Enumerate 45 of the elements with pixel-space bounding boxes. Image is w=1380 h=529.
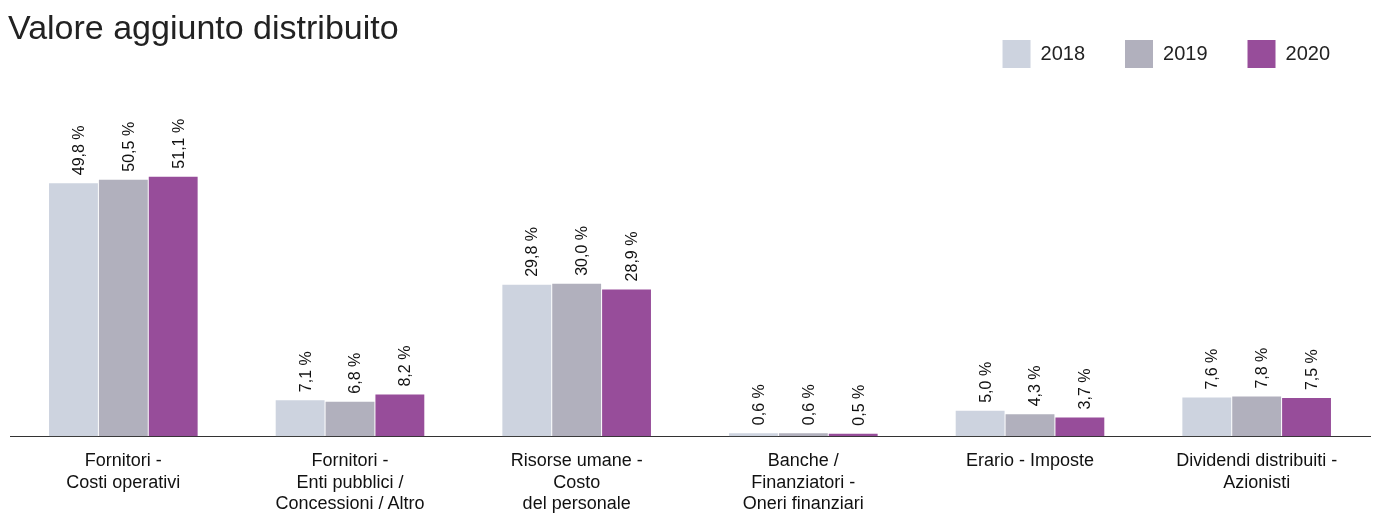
- bar: [375, 394, 425, 437]
- bar: [778, 433, 828, 437]
- bar: [1005, 414, 1055, 437]
- bar: [49, 183, 98, 437]
- bar: [148, 176, 198, 437]
- data-label: 5,0 %: [976, 361, 994, 403]
- bar: [552, 283, 602, 437]
- legend-label: 2019: [1163, 41, 1208, 64]
- bar: [325, 401, 375, 437]
- data-label: 30,0 %: [573, 226, 591, 276]
- data-label: 49,8 %: [69, 125, 87, 176]
- bar: [1282, 398, 1331, 437]
- data-label: 7,6 %: [1203, 348, 1221, 390]
- bar: [1055, 417, 1105, 437]
- legend-label: 2018: [1040, 41, 1086, 64]
- data-label: 50,5 %: [119, 121, 137, 172]
- bar: [729, 433, 778, 437]
- x-tick-label: Fornitori - Costi operativi: [66, 449, 181, 492]
- bar: [602, 289, 651, 437]
- data-label: 51,1 %: [169, 118, 187, 169]
- data-label: 29,8 %: [523, 227, 541, 277]
- data-label: 3,7 %: [1076, 368, 1094, 410]
- data-label: 7,8 %: [1253, 347, 1271, 389]
- legend-label: 2020: [1285, 41, 1331, 64]
- data-label: 6,8 %: [346, 352, 364, 394]
- bar: [98, 179, 148, 437]
- data-label: 7,1 %: [296, 351, 314, 393]
- x-tick-label: Risorse umane - Costo del personale: [510, 449, 643, 514]
- chart-title: Valore aggiunto distribuito: [8, 8, 399, 47]
- data-label: 7,5 %: [1302, 349, 1320, 391]
- x-tick-label: Banche / Finanziatori - Oneri finanziari: [742, 449, 864, 514]
- bar: [275, 400, 325, 437]
- bar: [1182, 397, 1232, 437]
- bar: [955, 410, 1005, 437]
- data-label: 0,6 %: [749, 384, 767, 426]
- x-tick-label: Erario - Imposte: [965, 449, 1095, 470]
- data-label: 0,6 %: [799, 384, 817, 426]
- x-tick-label: Dividendi distribuiti - Azionisti: [1176, 449, 1338, 492]
- data-label: 4,3 %: [1026, 365, 1044, 407]
- data-label: 8,2 %: [396, 345, 414, 387]
- bar: [1232, 396, 1282, 437]
- x-tick-label: Fornitori - Enti pubblici / Concessioni / Altro: [275, 449, 425, 514]
- data-label: 28,9 %: [622, 231, 640, 282]
- data-label: 0,5 %: [849, 384, 867, 426]
- bar: [502, 284, 552, 437]
